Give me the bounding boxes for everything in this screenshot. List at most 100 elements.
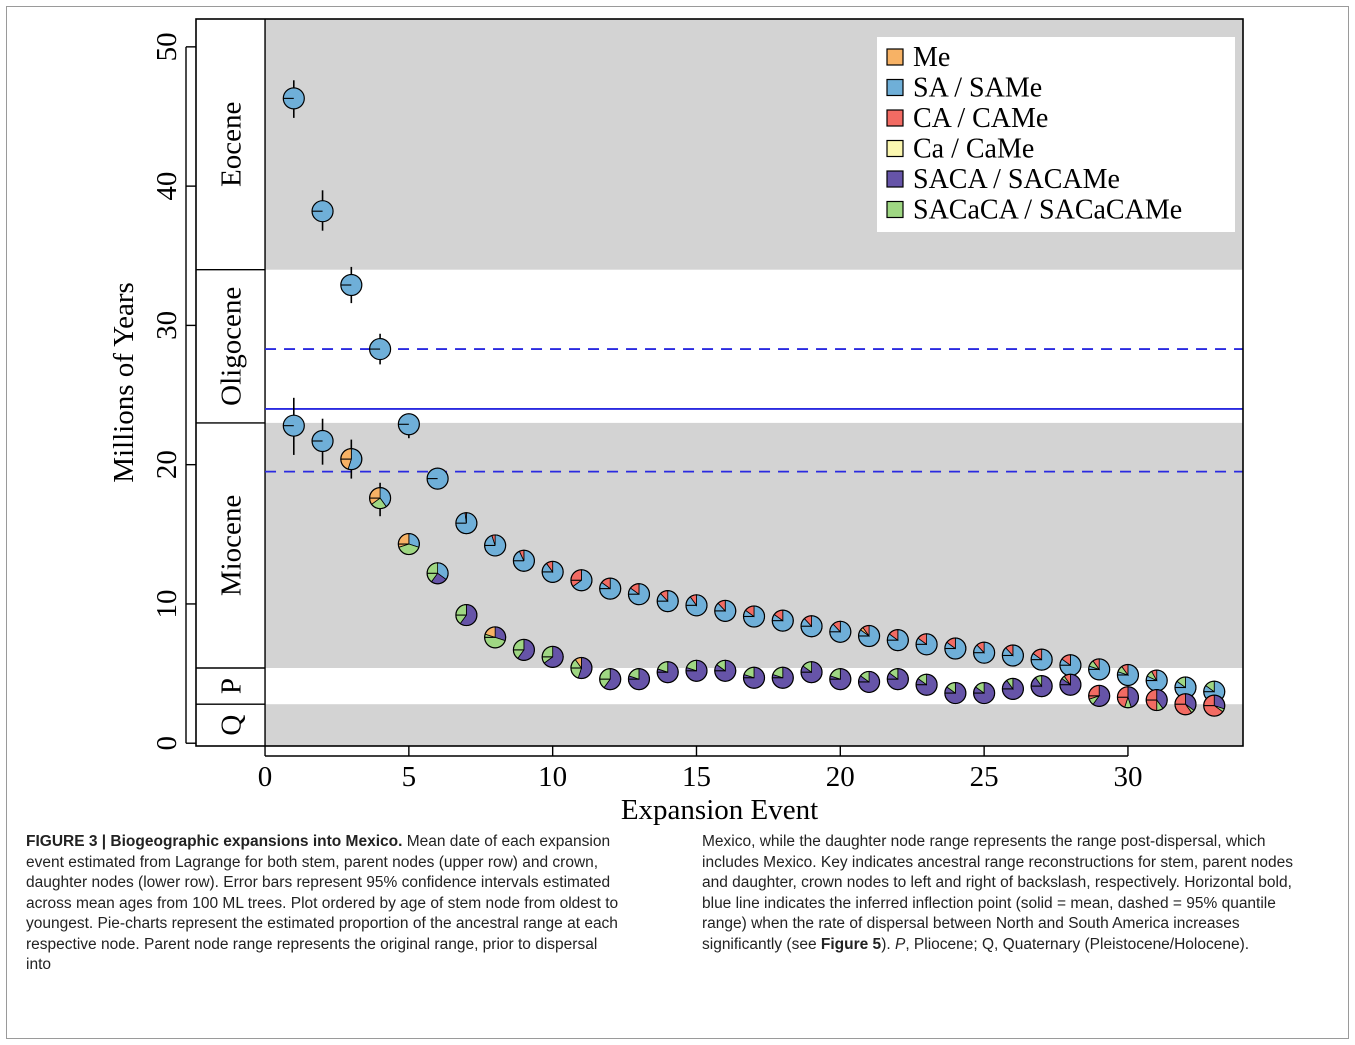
pie-s0-12 <box>599 577 622 600</box>
pie-s1-10 <box>541 645 564 668</box>
pie-s1-26 <box>1001 677 1024 700</box>
figure-label: FIGURE 3 | Biogeographic expansions into… <box>26 833 403 850</box>
pie-s1-5 <box>397 532 420 556</box>
pie-s1-29 <box>1088 684 1111 707</box>
pie-s1-8 <box>484 626 507 649</box>
pie-s1-28 <box>1059 673 1082 696</box>
pie-s0-31 <box>1145 669 1168 692</box>
pie-s1-31 <box>1145 688 1168 712</box>
pie-s0-15 <box>685 594 708 617</box>
pie-s1-6 <box>426 562 449 585</box>
epoch-bands <box>265 19 1243 746</box>
caption-right-text-2: ). <box>881 935 895 953</box>
caption-left-text: Mean date of each expansion event estima… <box>26 833 619 973</box>
y-tick-label-40: 40 <box>151 172 183 201</box>
pie-s0-24 <box>944 637 967 660</box>
pie-s0-23 <box>915 633 938 656</box>
pliocene-abbrev: P <box>894 935 906 953</box>
pie-s0-1 <box>282 87 305 110</box>
pie-s0-10 <box>541 560 564 584</box>
x-tick-label-0: 0 <box>258 761 273 793</box>
axes: 0 5 10 15 20 25 30 0 10 20 30 40 50 <box>151 32 1142 793</box>
pie-s1-15 <box>685 659 708 682</box>
epoch-label-q: Q <box>216 715 248 736</box>
pie-s0-20 <box>829 620 852 643</box>
pie-s1-3 <box>340 447 363 471</box>
pie-s0-32 <box>1174 676 1197 699</box>
pie-s1-25 <box>973 681 996 705</box>
legend-swatch-3 <box>886 139 904 158</box>
pie-s0-2 <box>311 200 334 223</box>
legend-box <box>877 37 1235 232</box>
x-tick-label-10: 10 <box>538 761 567 793</box>
pie-s0-27 <box>1030 648 1053 671</box>
pie-s1-23 <box>915 673 938 696</box>
y-tick-label-0: 0 <box>151 736 183 751</box>
pie-s0-9 <box>512 549 536 572</box>
pie-s1-19 <box>800 661 823 684</box>
y-axis-label: Millions of Years <box>108 282 140 483</box>
legend-swatch-2 <box>886 109 904 127</box>
pie-s1-12 <box>599 668 622 691</box>
pie-s0-7 <box>455 512 478 535</box>
pie-s0-21 <box>857 624 881 648</box>
caption-left: FIGURE 3 | Biogeographic expansions into… <box>26 832 624 976</box>
x-tick-label-5: 5 <box>402 761 417 793</box>
legend-label-3: Ca / CaMe <box>913 134 1034 165</box>
caption-right-text-1: Mexico, while the daughter node range re… <box>702 833 1294 953</box>
pie-s0-8 <box>484 534 507 557</box>
epoch-band-4 <box>265 704 1243 746</box>
pie-s1-17 <box>742 666 766 689</box>
pie-markers <box>282 87 1226 717</box>
x-axis-label: Expansion Event <box>621 794 818 826</box>
pie-s0-17 <box>742 605 766 628</box>
x-tick-label-20: 20 <box>826 761 855 793</box>
pie-s0-16 <box>714 599 737 623</box>
pie-s1-22 <box>886 668 909 691</box>
pie-s1-4 <box>368 486 392 510</box>
pie-s1-13 <box>627 668 651 691</box>
x-tick-label-30: 30 <box>1113 761 1142 793</box>
pie-s0-30 <box>1116 663 1140 687</box>
pie-s0-6 <box>426 467 449 490</box>
pie-s1-30 <box>1116 686 1140 709</box>
pie-s0-5 <box>397 413 420 436</box>
pie-s1-2 <box>311 429 334 453</box>
x-tick-label-25: 25 <box>970 761 999 793</box>
y-tick-label-30: 30 <box>151 311 183 340</box>
pie-s0-19 <box>800 615 823 638</box>
pie-s1-24 <box>944 681 967 705</box>
legend-label-2: CA / CAMe <box>913 103 1048 134</box>
pie-s0-22 <box>886 629 909 652</box>
x-tick-label-15: 15 <box>682 761 711 793</box>
legend-swatch-5 <box>886 200 904 219</box>
caption-right-text-3: , Pliocene; Q, Quaternary (Pleistocene/H… <box>905 935 1250 953</box>
pie-s1-16 <box>714 659 737 682</box>
pie-s1-9 <box>512 638 536 662</box>
pie-s0-18 <box>771 609 794 632</box>
pie-s0-4 <box>368 337 392 361</box>
legend-swatch-4 <box>886 170 904 188</box>
pie-s1-21 <box>857 670 881 694</box>
epoch-label-eocene: Eocene <box>216 102 248 187</box>
pie-s0-26 <box>1001 644 1024 667</box>
y-tick-label-50: 50 <box>151 32 183 61</box>
y-tick-label-20: 20 <box>151 450 183 479</box>
pie-s1-18 <box>771 666 794 689</box>
inflection-lines <box>265 348 1243 473</box>
pie-s1-33 <box>1203 694 1226 717</box>
epoch-label-miocene: Miocene <box>216 495 248 596</box>
legend-label-4: SACA / SACAMe <box>913 164 1120 195</box>
pie-s0-25 <box>973 641 996 664</box>
pie-s1-1 <box>282 414 305 437</box>
pie-s1-32 <box>1174 693 1197 716</box>
pie-s0-11 <box>570 569 593 592</box>
pie-s0-13 <box>627 583 651 606</box>
epoch-label-p: P <box>216 678 248 694</box>
epoch-label-oligocene: Oligocene <box>216 287 248 406</box>
pie-s1-27 <box>1030 675 1053 698</box>
figure-5-ref[interactable]: Figure 5 <box>820 935 882 953</box>
pie-s1-20 <box>829 668 852 691</box>
pie-s1-11 <box>570 656 593 680</box>
